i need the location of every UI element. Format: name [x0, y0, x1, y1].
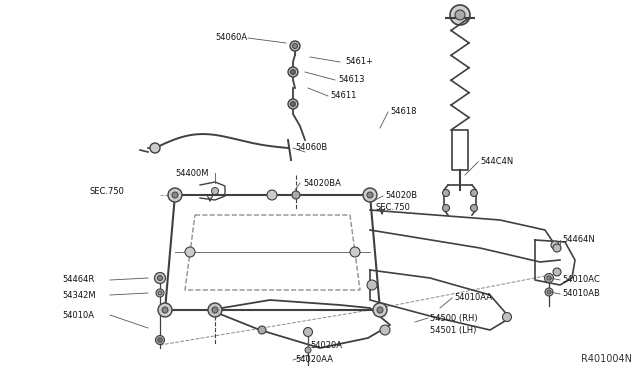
Circle shape [267, 190, 277, 200]
Circle shape [150, 143, 160, 153]
Circle shape [470, 189, 477, 196]
Text: SEC.750: SEC.750 [90, 187, 125, 196]
Text: 54020B: 54020B [385, 192, 417, 201]
Circle shape [380, 325, 390, 335]
Circle shape [162, 307, 168, 313]
Circle shape [158, 291, 162, 295]
Circle shape [367, 280, 377, 290]
Circle shape [502, 312, 511, 321]
Text: 54010AC: 54010AC [562, 276, 600, 285]
Circle shape [157, 276, 163, 280]
Circle shape [212, 307, 218, 313]
Text: 54060A: 54060A [216, 33, 248, 42]
Circle shape [156, 336, 164, 344]
Circle shape [350, 247, 360, 257]
Text: 544C4N: 544C4N [480, 157, 513, 167]
Circle shape [258, 326, 266, 334]
Circle shape [158, 303, 172, 317]
Circle shape [168, 188, 182, 202]
Circle shape [551, 241, 559, 249]
Text: 54501 (LH): 54501 (LH) [430, 326, 476, 334]
Text: 54464N: 54464N [562, 235, 595, 244]
Circle shape [156, 289, 164, 297]
Circle shape [305, 347, 311, 353]
Circle shape [547, 290, 551, 294]
Circle shape [547, 276, 551, 280]
Circle shape [373, 303, 387, 317]
Circle shape [292, 191, 300, 199]
Circle shape [172, 192, 178, 198]
Circle shape [553, 244, 561, 252]
Text: 54010AA: 54010AA [454, 294, 492, 302]
Circle shape [288, 99, 298, 109]
Circle shape [288, 67, 298, 77]
Circle shape [455, 10, 465, 20]
Circle shape [158, 338, 162, 342]
Circle shape [290, 41, 300, 51]
Circle shape [292, 44, 298, 48]
Text: 54342M: 54342M [62, 291, 95, 299]
Circle shape [291, 70, 296, 74]
Text: 54464R: 54464R [62, 276, 94, 285]
Circle shape [185, 247, 195, 257]
Circle shape [442, 205, 449, 212]
Text: 54010A: 54010A [62, 311, 94, 320]
Text: 54611: 54611 [330, 92, 356, 100]
Text: 54500 (RH): 54500 (RH) [430, 314, 477, 323]
Circle shape [450, 5, 470, 25]
Text: 5461+: 5461+ [345, 58, 373, 67]
Circle shape [545, 288, 553, 296]
Circle shape [470, 205, 477, 212]
Circle shape [211, 187, 218, 195]
Text: 54613: 54613 [338, 76, 365, 84]
Circle shape [545, 273, 554, 282]
Circle shape [208, 303, 222, 317]
Circle shape [377, 307, 383, 313]
Text: SEC.750: SEC.750 [375, 203, 410, 212]
Circle shape [363, 188, 377, 202]
Circle shape [154, 273, 166, 283]
Text: 54618: 54618 [390, 108, 417, 116]
Text: R401004N: R401004N [581, 354, 632, 364]
Text: 54060B: 54060B [295, 144, 327, 153]
Circle shape [553, 268, 561, 276]
Text: 54400M: 54400M [175, 169, 209, 177]
Circle shape [303, 327, 312, 337]
Circle shape [367, 192, 373, 198]
Circle shape [442, 189, 449, 196]
Text: 54010AB: 54010AB [562, 289, 600, 298]
Circle shape [291, 102, 296, 106]
Text: 54020A: 54020A [310, 340, 342, 350]
Text: 54020AA: 54020AA [295, 356, 333, 365]
Text: 54020BA: 54020BA [303, 179, 341, 187]
